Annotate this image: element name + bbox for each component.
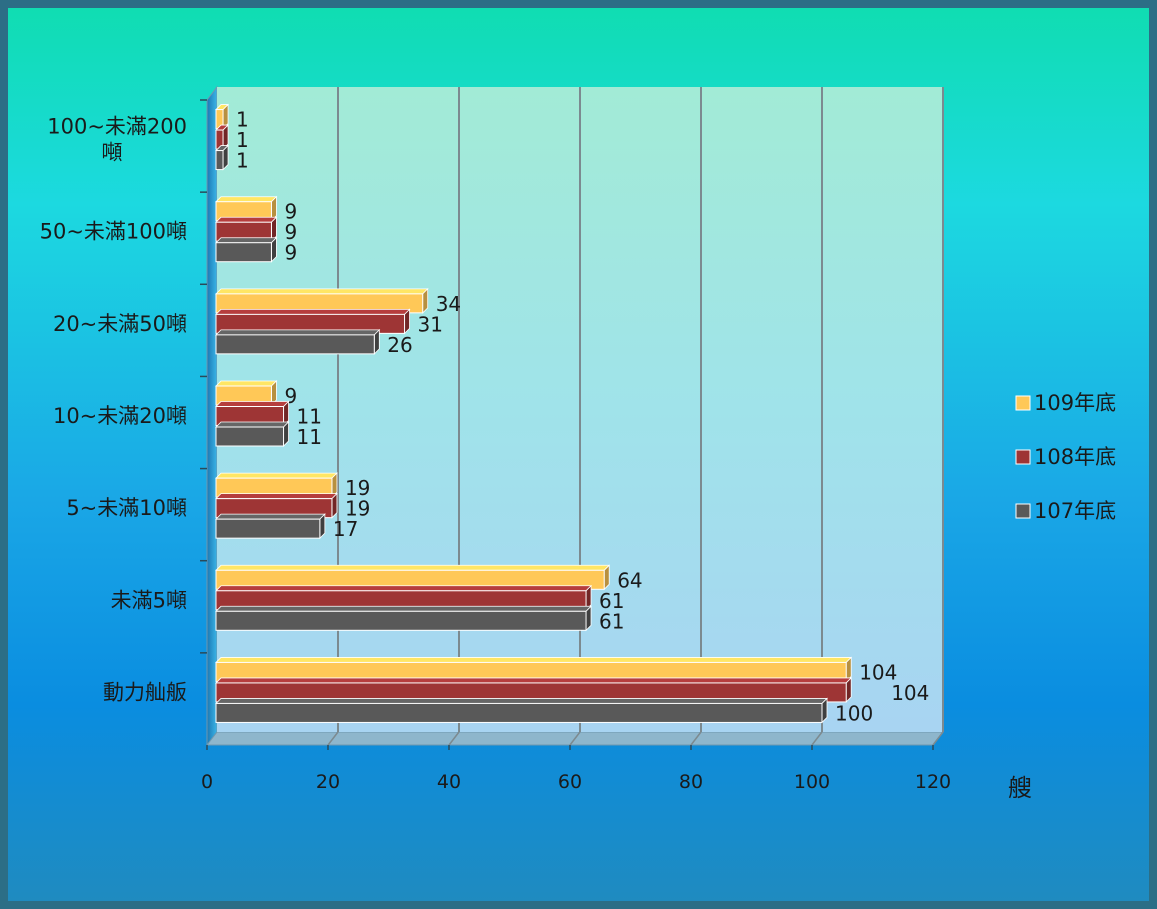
bar: [215, 610, 587, 631]
y-category-label: 50~未滿100噸: [40, 220, 187, 244]
bar-top-face: [215, 698, 828, 704]
bar-top-face: [215, 329, 381, 336]
bar-value-label: 19: [345, 497, 370, 521]
x-tick-label: 20: [316, 771, 340, 793]
legend-swatch: [1015, 395, 1031, 411]
bar-value-label: 1: [236, 149, 249, 173]
bar-value-label: 11: [297, 405, 322, 429]
bar: [215, 518, 321, 539]
bar-value-label: 19: [345, 476, 370, 500]
x-tick-label: 120: [915, 771, 951, 793]
y-category-label: 5~未滿10噸: [66, 496, 187, 520]
bar-top-face: [215, 421, 290, 428]
y-category-label: 噸: [102, 141, 123, 165]
legend-label: 109年底: [1034, 391, 1116, 415]
x-axis-unit-label: 艘: [1008, 774, 1032, 802]
bar-value-label: 61: [599, 609, 624, 633]
gridlines: [327, 87, 944, 746]
bar-top-face: [215, 585, 593, 592]
legend-label: 107年底: [1034, 499, 1116, 523]
bar-top-face: [215, 472, 338, 479]
bar-value-label: 9: [284, 220, 297, 244]
bar-top-face: [215, 493, 338, 500]
y-category-label: 10~未滿20噸: [53, 404, 187, 428]
gridline-floor: [811, 731, 823, 746]
bar-value-label: 104: [859, 660, 897, 684]
bar-value-label: 1: [236, 108, 249, 132]
x-axis: 0 20 40 60 80 100 120: [201, 745, 951, 793]
y-category-label: 動力舢舨: [103, 680, 187, 704]
bar-top-face: [215, 657, 853, 663]
gridline-floor: [448, 731, 460, 746]
bar-value-label: 61: [599, 589, 624, 613]
bar-top-face: [215, 216, 278, 223]
x-tick-label: 40: [437, 771, 461, 793]
bar-value-label: 100: [835, 701, 873, 725]
legend: 109年底 108年底 107年底: [1015, 391, 1116, 523]
bar-top-face: [215, 237, 278, 244]
legend-label: 108年底: [1034, 445, 1116, 469]
bar: [215, 242, 272, 263]
bar-top-face: [215, 677, 853, 684]
bar-value-label: 17: [333, 517, 358, 541]
x-tick-label: 0: [201, 771, 213, 793]
bar-value-label: 64: [617, 568, 642, 592]
bar-top-face: [215, 513, 326, 520]
bar: [215, 426, 285, 447]
bar-value-label: 31: [418, 312, 443, 336]
bar-top-face: [215, 308, 411, 315]
bar-value-label: 104: [891, 681, 929, 705]
x-tick-label: 100: [794, 771, 830, 793]
bar: [215, 702, 823, 723]
bar-value-label: 26: [387, 333, 412, 357]
x-tick-label: 60: [558, 771, 582, 793]
bar: [215, 334, 375, 355]
bar-value-label: 9: [284, 241, 297, 265]
bar-top-face: [215, 288, 429, 295]
bar-top-face: [215, 380, 278, 387]
bar-top-face: [215, 196, 278, 203]
gridline-floor: [932, 731, 944, 746]
bar-value-label: 1: [236, 128, 249, 152]
bar-top-face: [215, 401, 290, 407]
x-tick-label: 80: [679, 771, 703, 793]
gridline-floor: [569, 731, 581, 746]
y-category-label: 20~未滿50噸: [53, 312, 187, 336]
bar-top-face: [215, 605, 593, 612]
bar: [215, 150, 224, 171]
bar-value-label: 11: [297, 425, 322, 449]
y-category-label: 100~未滿200: [47, 115, 187, 139]
legend-swatch: [1015, 449, 1031, 465]
legend-swatch: [1015, 503, 1031, 519]
y-category-label: 未滿5噸: [111, 588, 187, 612]
gridline-floor: [327, 731, 339, 746]
bar-value-label: 9: [284, 200, 297, 224]
gridline-floor: [690, 731, 702, 746]
bar-value-label: 34: [436, 292, 461, 316]
bar-top-face: [215, 564, 611, 571]
